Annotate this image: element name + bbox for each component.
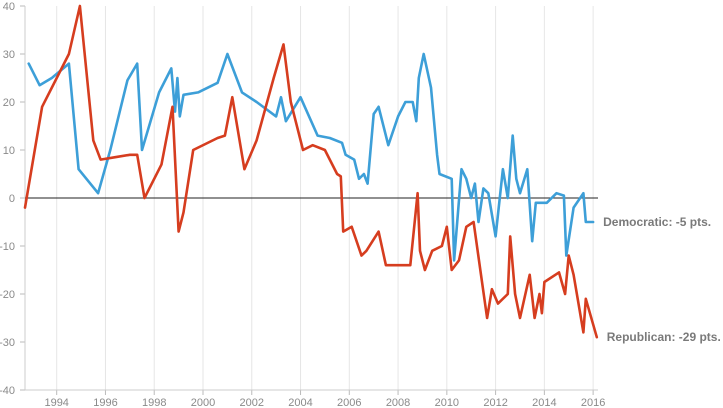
series-line-republican <box>23 4 599 339</box>
y-tick-label: -10 <box>0 241 15 253</box>
y-tick-label: 20 <box>3 97 15 109</box>
chart-axes <box>20 5 598 395</box>
y-tick-label: -20 <box>0 289 15 301</box>
y-tick-label: 10 <box>3 145 15 157</box>
series-end-label-democratic: Democratic: -5 pts. <box>603 215 711 229</box>
chart-series <box>23 4 599 339</box>
x-tick-label: 1996 <box>93 397 117 408</box>
x-tick-label: 2008 <box>386 397 410 408</box>
y-tick-label: 40 <box>3 1 15 13</box>
x-tick-label: 2012 <box>483 397 507 408</box>
x-tick-label: 2014 <box>532 397 556 408</box>
y-tick-label: 30 <box>3 49 15 61</box>
x-tick-label: 2002 <box>240 397 264 408</box>
series-end-label-republican: Republican: -29 pts. <box>607 330 721 344</box>
x-tick-label: 2000 <box>191 397 215 408</box>
x-tick-label: 2016 <box>581 397 605 408</box>
y-tick-label: 0 <box>9 193 15 205</box>
y-tick-label: -40 <box>0 385 15 397</box>
series-line-democratic <box>27 52 595 262</box>
x-tick-label: 1998 <box>142 397 166 408</box>
x-tick-label: 2006 <box>337 397 361 408</box>
x-tick-label: 2004 <box>288 397 312 408</box>
x-tick-label: 1994 <box>44 397 68 408</box>
x-tick-label: 2010 <box>435 397 459 408</box>
y-tick-label: -30 <box>0 337 15 349</box>
